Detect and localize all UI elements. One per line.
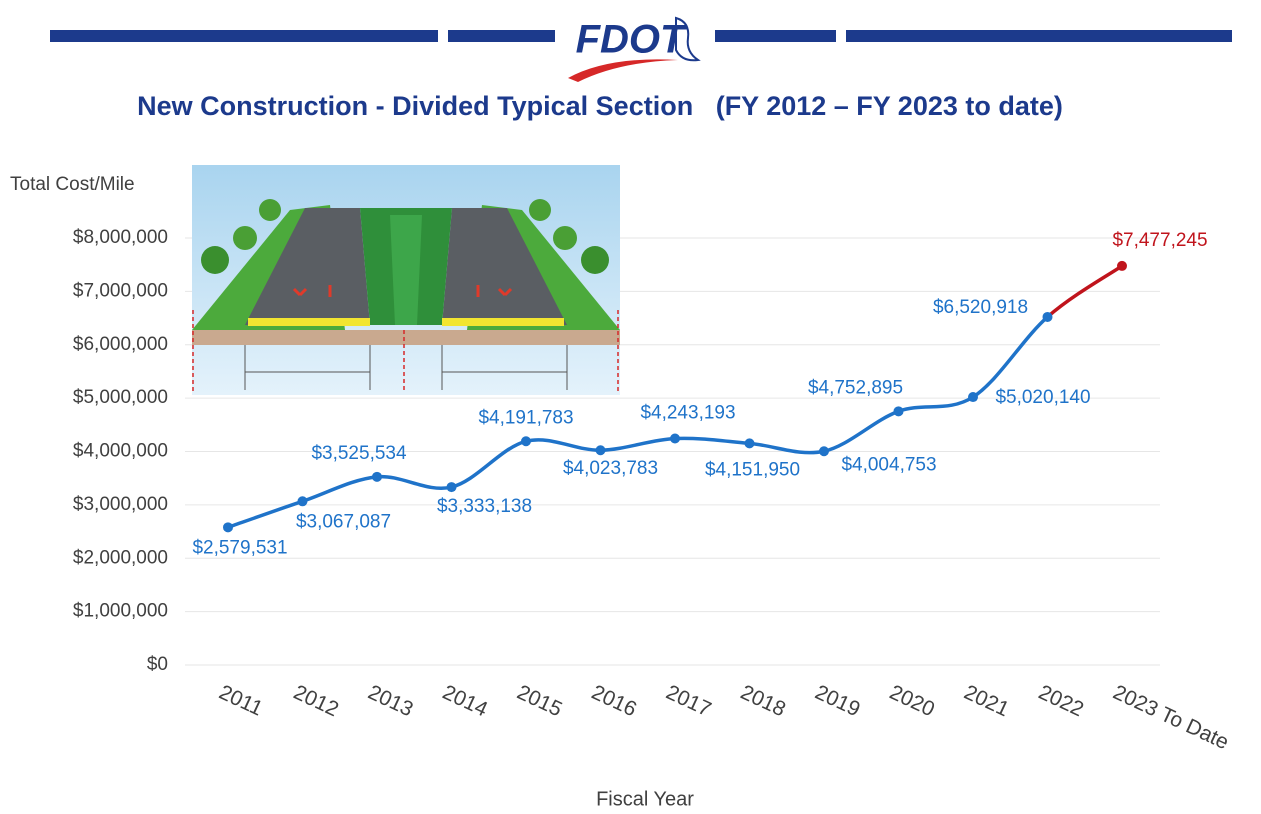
x-tick-label: 2014 xyxy=(439,681,491,722)
data-label: $3,067,087 xyxy=(296,511,391,532)
y-tick-label: $1,000,000 xyxy=(73,601,168,622)
logo-state xyxy=(675,16,701,62)
data-label: $4,023,783 xyxy=(563,458,658,479)
y-axis-label: Total Cost/Mile xyxy=(10,174,135,195)
data-label: $4,191,783 xyxy=(478,407,573,428)
data-point xyxy=(1117,260,1127,271)
data-label: $2,579,531 xyxy=(192,537,287,558)
x-tick-label: 2022 xyxy=(1035,681,1087,722)
y-tick-label: $5,000,000 xyxy=(73,387,168,408)
data-label: $4,004,753 xyxy=(841,454,936,475)
road-illustration xyxy=(192,165,620,395)
data-point xyxy=(297,496,308,507)
data-label: $4,752,895 xyxy=(808,377,903,398)
x-tick-label: 2021 xyxy=(961,681,1013,722)
data-label: $6,520,918 xyxy=(933,297,1028,318)
data-point xyxy=(1042,311,1053,322)
data-point xyxy=(521,436,531,447)
data-label: $4,243,193 xyxy=(640,403,735,424)
logo: FDOT xyxy=(576,18,688,62)
x-tick-label: 2018 xyxy=(737,681,789,722)
data-label: $3,525,534 xyxy=(311,443,407,464)
data-label: $5,020,140 xyxy=(995,387,1090,408)
data-point xyxy=(893,406,904,417)
y-tick-label: $8,000,000 xyxy=(73,227,168,248)
x-tick-label: 2017 xyxy=(663,681,715,722)
line xyxy=(1046,264,1123,319)
data-point xyxy=(446,482,457,493)
chart-title: New Construction - Divided Typical Secti… xyxy=(137,91,1063,121)
x-tick-label: 2015 xyxy=(514,681,566,722)
x-tick-label: 2011 xyxy=(216,681,267,721)
x-tick-label: 2013 xyxy=(365,681,417,722)
x-tick-label: 2019 xyxy=(812,681,864,722)
y-tick-label: $2,000,000 xyxy=(73,547,168,568)
y-tick-label: $4,000,000 xyxy=(73,441,168,462)
x-tick-label: 2012 xyxy=(290,681,342,722)
data-label: $3,333,138 xyxy=(437,496,532,517)
x-tick-label: 2016 xyxy=(588,681,640,722)
x-axis-label: Fiscal Year xyxy=(596,788,694,810)
data-point xyxy=(223,522,233,533)
header-bars xyxy=(50,30,1232,42)
y-tick-label: $6,000,000 xyxy=(73,334,168,355)
y-tick-label: $0 xyxy=(147,654,168,675)
x-tick-label: 2023 To Date xyxy=(1110,681,1233,754)
data-point xyxy=(372,471,382,482)
data-point xyxy=(968,392,978,403)
data-point xyxy=(670,433,680,444)
data-label: $7,477,245 xyxy=(1112,230,1207,251)
x-tick-label: 2020 xyxy=(886,681,938,722)
logo-swoosh xyxy=(568,59,678,82)
data-point xyxy=(744,438,755,449)
data-point xyxy=(595,445,606,456)
data-point xyxy=(819,446,829,457)
y-tick-label: $3,000,000 xyxy=(73,494,168,515)
y-tick-label: $7,000,000 xyxy=(73,280,168,301)
data-label: $4,151,950 xyxy=(705,459,800,480)
